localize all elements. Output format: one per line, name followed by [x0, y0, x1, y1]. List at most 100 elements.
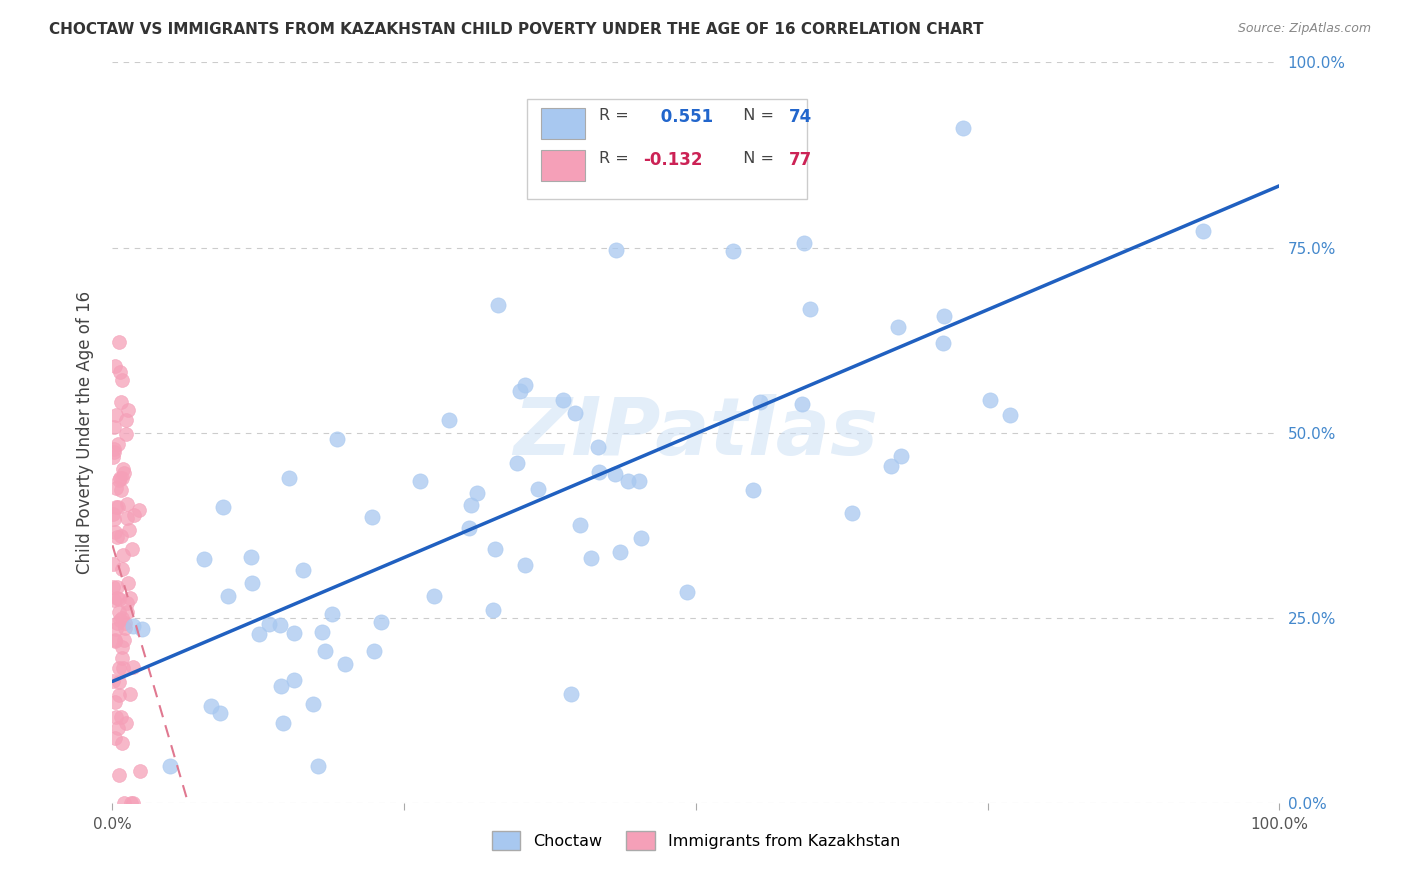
Point: [841, 506, 863, 520]
Point: [108, 473, 131, 487]
Point: [101, 580, 124, 594]
Point: [247, 627, 270, 641]
Point: [105, 591, 128, 605]
Point: [609, 545, 631, 559]
Point: [108, 688, 131, 702]
Point: [111, 372, 134, 386]
Point: [105, 500, 128, 514]
Text: N =: N =: [734, 108, 779, 123]
Point: [115, 716, 138, 731]
Point: [105, 616, 128, 631]
Point: [370, 615, 392, 629]
Point: [118, 523, 141, 537]
Point: [509, 384, 531, 398]
Point: [200, 698, 222, 713]
Text: 74: 74: [789, 108, 813, 127]
Point: [108, 674, 131, 689]
Point: [111, 661, 134, 675]
Point: [564, 406, 586, 420]
Point: [409, 474, 432, 488]
Point: [627, 474, 650, 488]
Point: [278, 471, 301, 485]
Point: [114, 615, 136, 630]
Point: [676, 585, 699, 599]
Point: [104, 632, 127, 647]
Point: [793, 236, 815, 251]
Bar: [541, 150, 585, 181]
Text: ZIPatlas: ZIPatlas: [513, 393, 879, 472]
Point: [579, 551, 602, 566]
Text: CHOCTAW VS IMMIGRANTS FROM KAZAKHSTAN CHILD POVERTY UNDER THE AGE OF 16 CORRELAT: CHOCTAW VS IMMIGRANTS FROM KAZAKHSTAN CH…: [49, 22, 984, 37]
Point: [122, 796, 145, 810]
Point: [513, 377, 536, 392]
Point: [553, 392, 575, 407]
Point: [122, 659, 145, 673]
Point: [105, 408, 128, 422]
Point: [120, 591, 142, 606]
Point: [104, 524, 127, 539]
Point: [630, 531, 652, 545]
Point: [105, 530, 128, 544]
Point: [269, 617, 291, 632]
Point: [460, 498, 482, 512]
Point: [792, 397, 814, 411]
Point: [117, 576, 139, 591]
Point: [115, 605, 138, 619]
Point: [108, 768, 131, 782]
Point: [302, 697, 325, 711]
Point: [103, 592, 125, 607]
Point: [526, 483, 548, 497]
Point: [103, 442, 125, 457]
Point: [270, 679, 292, 693]
Point: [742, 483, 765, 498]
Point: [115, 498, 138, 512]
Point: [326, 432, 349, 446]
Point: [101, 507, 124, 521]
Point: [111, 471, 134, 485]
Point: [108, 471, 131, 485]
Point: [749, 395, 772, 409]
Point: [111, 611, 134, 625]
Point: [934, 309, 956, 323]
Point: [721, 244, 744, 258]
Text: -0.132: -0.132: [644, 152, 703, 169]
Point: [193, 552, 215, 566]
Point: [103, 445, 125, 459]
Point: [321, 607, 343, 621]
Point: [257, 617, 280, 632]
Point: [159, 758, 181, 772]
Point: [104, 731, 127, 746]
Point: [283, 626, 305, 640]
Point: [105, 580, 128, 594]
Point: [128, 502, 150, 516]
Point: [107, 721, 129, 735]
Point: [129, 764, 152, 778]
Point: [880, 458, 903, 473]
Point: [283, 673, 305, 688]
Point: [482, 603, 505, 617]
Y-axis label: Child Poverty Under the Age of 16: Child Poverty Under the Age of 16: [76, 291, 94, 574]
Point: [240, 576, 263, 591]
Point: [107, 500, 129, 514]
Point: [560, 687, 582, 701]
Point: [104, 481, 127, 495]
Point: [506, 456, 529, 470]
Point: [103, 419, 125, 434]
Point: [361, 509, 384, 524]
Text: R =: R =: [599, 152, 634, 166]
Point: [104, 359, 127, 374]
Point: [103, 512, 125, 526]
Point: [103, 450, 125, 464]
Point: [311, 625, 333, 640]
Point: [110, 394, 132, 409]
Point: [112, 467, 135, 481]
Point: [586, 441, 609, 455]
Point: [112, 633, 135, 648]
Point: [952, 120, 974, 135]
Point: [115, 511, 138, 525]
Point: [363, 644, 385, 658]
Point: [122, 508, 145, 523]
Point: [121, 541, 143, 556]
Point: [605, 467, 627, 482]
Point: [117, 403, 139, 417]
